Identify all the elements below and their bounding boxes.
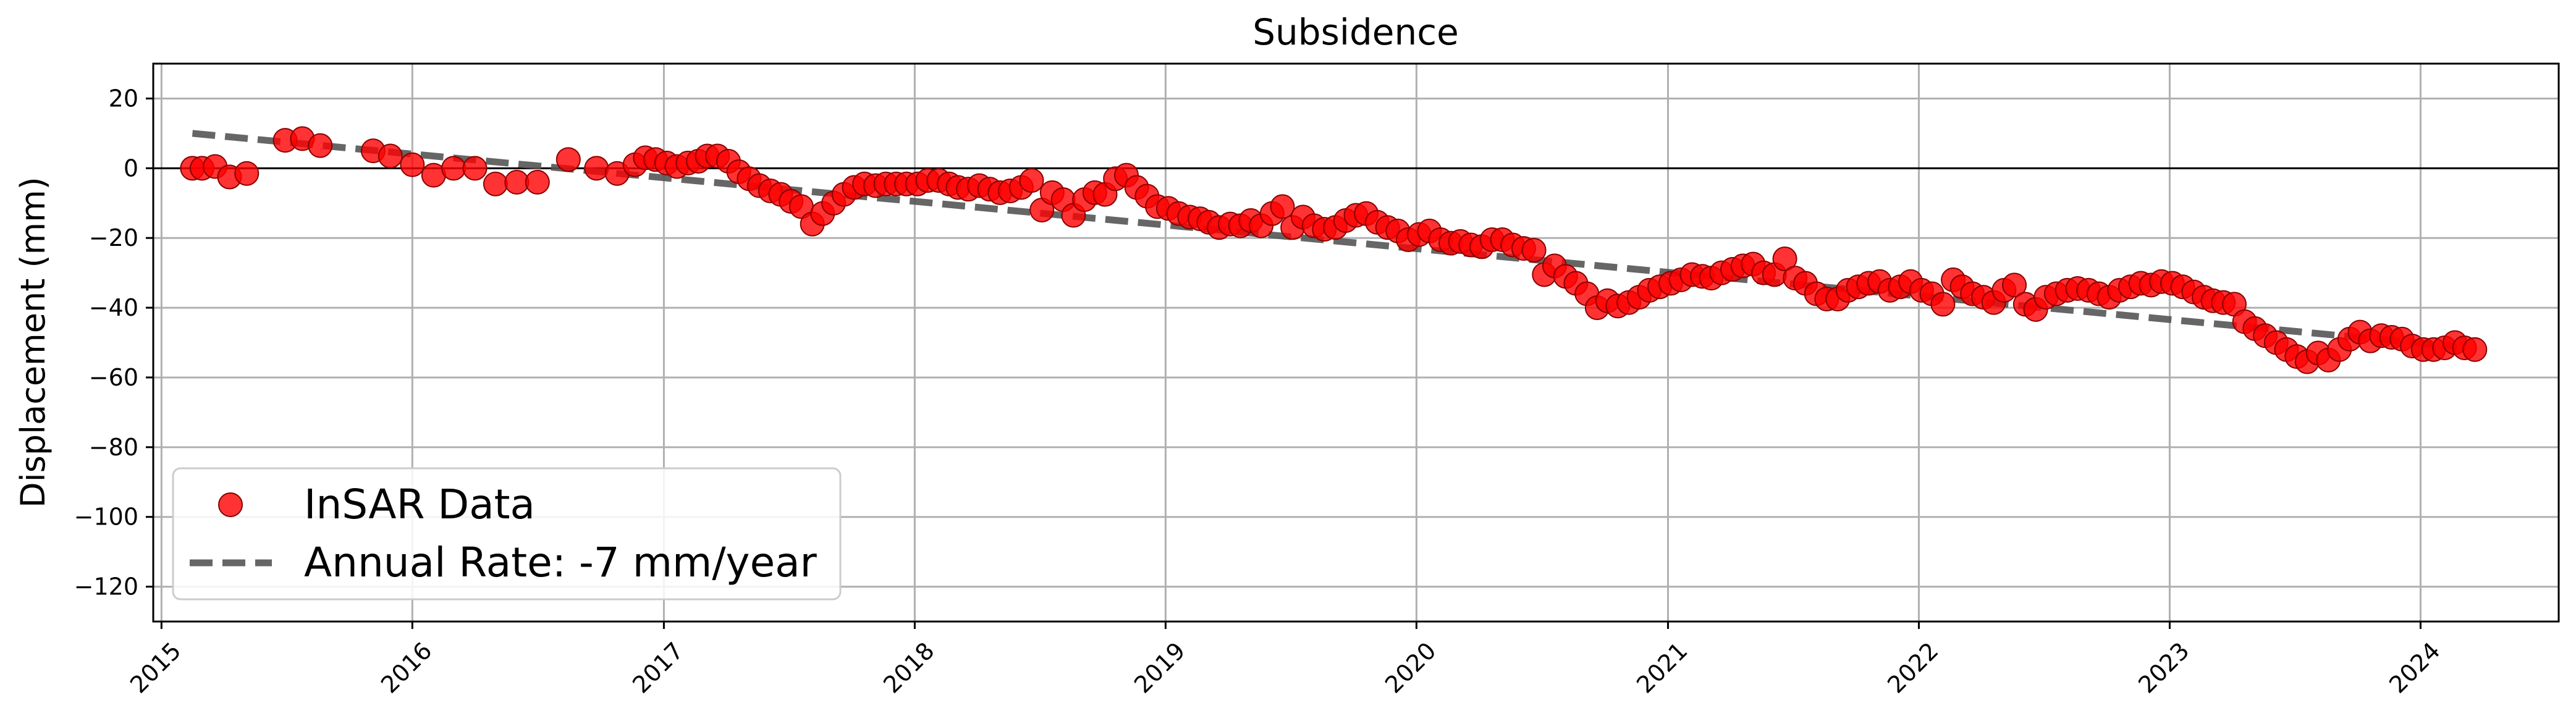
legend-label-insar: InSAR Data: [304, 481, 535, 528]
y-tick-label: −20: [89, 224, 138, 251]
y-tick-label: 20: [109, 85, 138, 112]
points-layer: [180, 126, 2488, 374]
data-point: [462, 156, 488, 181]
legend-box: [172, 467, 842, 601]
data-point: [584, 156, 609, 181]
data-point: [1521, 237, 1547, 263]
legend: InSAR Data Annual Rate: -7 mm/year: [172, 467, 842, 601]
y-axis-label: Displacement (mm): [14, 177, 53, 508]
legend-label-trend: Annual Rate: -7 mm/year: [304, 539, 817, 586]
data-point: [234, 161, 260, 186]
data-point: [525, 169, 550, 195]
y-tick-label: −80: [89, 434, 138, 461]
y-tick-label: −40: [89, 294, 138, 321]
data-point: [308, 133, 333, 158]
y-tick-label: 0: [124, 154, 138, 182]
plot-frame: [152, 62, 2560, 623]
data-point: [400, 152, 425, 177]
y-axis: 20 0 −20 −40 −60 −80 −100 −120: [74, 85, 153, 601]
data-point: [555, 147, 581, 172]
data-point: [1930, 292, 1956, 317]
data-point: [1772, 247, 1797, 272]
data-point: [1270, 194, 1295, 219]
y-tick-label: −60: [89, 364, 138, 391]
legend-marker-insar: [218, 492, 243, 517]
data-point: [504, 169, 530, 195]
y-tick-label: −120: [74, 573, 138, 601]
y-tick-label: −100: [74, 504, 138, 531]
data-point: [2002, 272, 2027, 298]
data-point: [483, 171, 508, 196]
chart-title: Subsidence: [1252, 11, 1459, 53]
data-point: [1019, 168, 1044, 193]
data-point: [2462, 337, 2488, 362]
data-point: [441, 156, 467, 181]
data-point: [378, 143, 403, 169]
